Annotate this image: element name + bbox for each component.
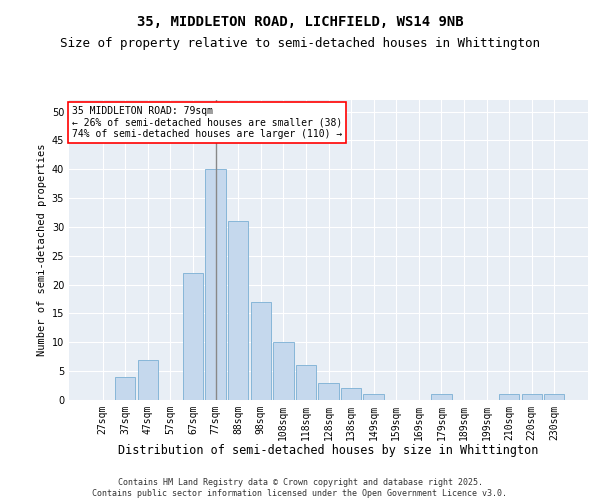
Bar [319,382,338,400]
Text: Contains HM Land Registry data © Crown copyright and database right 2025.
Contai: Contains HM Land Registry data © Crown c… [92,478,508,498]
Bar [499,394,519,400]
Bar [521,394,542,400]
Bar [115,377,136,400]
Text: 35 MIDDLETON ROAD: 79sqm
← 26% of semi-detached houses are smaller (38)
74% of s: 35 MIDDLETON ROAD: 79sqm ← 26% of semi-d… [71,106,342,139]
Text: Size of property relative to semi-detached houses in Whittington: Size of property relative to semi-detach… [60,38,540,51]
Bar [341,388,361,400]
Bar [431,394,452,400]
Bar [205,169,226,400]
Bar [273,342,293,400]
Y-axis label: Number of semi-detached properties: Number of semi-detached properties [37,144,47,356]
Bar [228,221,248,400]
Bar [364,394,384,400]
Bar [544,394,565,400]
Bar [296,366,316,400]
Bar [251,302,271,400]
X-axis label: Distribution of semi-detached houses by size in Whittington: Distribution of semi-detached houses by … [118,444,539,458]
Bar [183,273,203,400]
Bar [138,360,158,400]
Text: 35, MIDDLETON ROAD, LICHFIELD, WS14 9NB: 35, MIDDLETON ROAD, LICHFIELD, WS14 9NB [137,15,463,29]
